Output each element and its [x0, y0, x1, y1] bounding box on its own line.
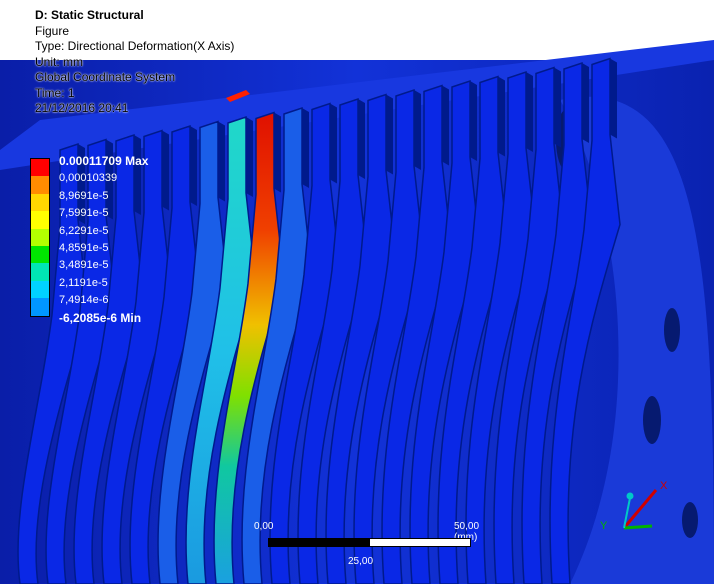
fin-13: [353, 88, 425, 584]
fin-18: [493, 66, 565, 584]
figure-label: Figure: [35, 23, 70, 38]
right-hole-1: [664, 308, 680, 352]
result-timestamp: 21/12/2016 20:41: [35, 101, 129, 115]
legend-swatch-7: [31, 280, 49, 299]
fin-side-13: [414, 90, 421, 170]
legend-label-4: 6,2291e-5: [59, 224, 109, 237]
legend-swatch-1: [31, 176, 49, 194]
scale-end-label: 50,00 (mm): [454, 521, 480, 543]
coordinate-triad[interactable]: X Y: [596, 478, 686, 538]
fin-side-3: [134, 135, 141, 215]
legend-label-6: 3,4891e-5: [59, 259, 109, 272]
analysis-title: D: Static Structural: [35, 8, 144, 22]
scale-bar: 0,00 50,00 (mm) 25,00: [254, 521, 479, 568]
fin-side-14: [442, 85, 449, 166]
coordinate-system: Global Coordinate System: [35, 70, 176, 84]
legend-swatch-5: [31, 245, 49, 264]
triad-axes: [622, 489, 658, 530]
result-unit: Unit: mm: [35, 54, 83, 69]
legend-max-label: 0.00011709 Max: [59, 154, 149, 168]
result-time: Time: 1: [35, 85, 75, 100]
fin-side-19: [582, 63, 589, 143]
legend-label-1: 0,00010339: [59, 172, 118, 185]
legend-swatch-0: [31, 159, 49, 177]
legend-label-7: 2,1191e-5: [59, 276, 108, 289]
scale-start-label: 0,00: [254, 521, 274, 532]
fin-side-11: [358, 99, 365, 179]
legend-swatch-6: [31, 263, 49, 281]
legend-label-3: 7,5991e-5: [59, 207, 109, 220]
scale-white-segment: [369, 538, 471, 547]
finned-body-geometry: [0, 40, 714, 584]
legend-labels: 0.00011709 Max 0,00010339 8,9691e-5 7,59…: [59, 153, 148, 327]
fin-side-5: [190, 126, 197, 206]
fin-side-4: [162, 130, 169, 211]
hot-fin-cap: [226, 90, 250, 102]
right-hole-2: [643, 396, 661, 444]
legend-swatch-8: [31, 298, 49, 316]
legend-min-label: -6,2085e-6 Min: [59, 310, 142, 325]
legend-swatch-3: [31, 211, 49, 229]
triad-x-axis: [622, 489, 658, 529]
fin-side-15: [470, 81, 477, 161]
fin-side-1: [78, 144, 85, 224]
legend-label-8: 7,4914e-6: [59, 294, 109, 307]
fin-side-16: [498, 76, 505, 157]
triad-y-axis: [623, 524, 653, 530]
fin-17: [465, 70, 537, 584]
fin-side-10: [330, 103, 337, 184]
fin-15: [409, 79, 481, 584]
scale-black-segment: [268, 538, 369, 547]
right-hole-3: [682, 502, 698, 538]
fin-side-7: [246, 117, 253, 197]
fin-side-2: [106, 139, 113, 220]
fin-side-12: [386, 94, 393, 175]
fin-12: [325, 93, 397, 584]
fin-side-18: [554, 67, 561, 148]
fin-14: [381, 84, 453, 584]
legend-label-2: 8,9691e-5: [59, 189, 109, 202]
fin-16: [437, 75, 509, 584]
legend-color-bar: [30, 158, 50, 317]
fin-side-6: [218, 121, 225, 202]
triad-x-label: X: [660, 480, 668, 492]
result-type: Type: Directional Deformation(X Axis): [35, 39, 235, 53]
result-info-block: D: Static Structural Figure Type: Direct…: [35, 8, 234, 117]
legend-label-5: 4,8591e-5: [59, 241, 109, 254]
scale-mid-label: 25,00: [348, 556, 374, 567]
fin-side-20: [610, 58, 617, 139]
triad-z-axis: [623, 497, 631, 529]
legend-swatch-2: [31, 193, 49, 212]
fin-side-17: [526, 72, 533, 152]
right-disc-face: [560, 96, 714, 584]
fin-side-8: [274, 112, 281, 193]
triad-y-label: Y: [600, 520, 608, 532]
fin-side-9: [302, 108, 309, 188]
legend-swatch-4: [31, 228, 49, 246]
triad-origin-sphere: [626, 492, 634, 500]
